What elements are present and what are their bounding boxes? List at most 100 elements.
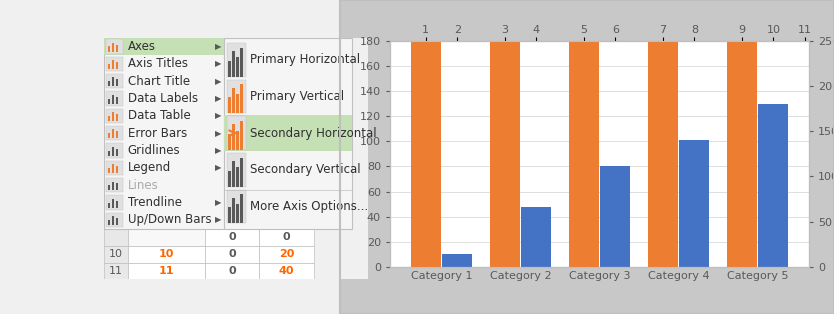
Bar bbox=[116, 62, 118, 69]
Text: Gridlines: Gridlines bbox=[128, 144, 180, 157]
Text: Lines: Lines bbox=[128, 179, 158, 192]
Bar bbox=[224, 115, 352, 151]
Text: Secondary Horizontal: Secondary Horizontal bbox=[250, 127, 377, 140]
Bar bbox=[648, 41, 678, 267]
Bar bbox=[229, 207, 231, 223]
Bar bbox=[490, 41, 520, 267]
Bar bbox=[240, 84, 243, 113]
Bar bbox=[229, 171, 231, 187]
Bar bbox=[104, 38, 224, 229]
Bar bbox=[106, 39, 123, 53]
Text: More Axis Options...: More Axis Options... bbox=[250, 200, 368, 213]
Bar bbox=[116, 201, 118, 208]
Bar bbox=[128, 229, 205, 246]
Text: Trendline: Trendline bbox=[128, 196, 182, 209]
Text: ▶: ▶ bbox=[215, 111, 221, 120]
Bar bbox=[116, 97, 118, 104]
Bar bbox=[104, 38, 224, 55]
Text: Primary Horizontal: Primary Horizontal bbox=[250, 53, 360, 66]
Bar bbox=[112, 95, 114, 104]
Bar bbox=[232, 124, 235, 150]
Bar bbox=[116, 131, 118, 138]
Text: Error Bars: Error Bars bbox=[128, 127, 187, 140]
Text: 0: 0 bbox=[229, 266, 236, 276]
Bar bbox=[108, 81, 110, 86]
Text: 0: 0 bbox=[229, 249, 236, 259]
Bar bbox=[116, 218, 118, 225]
Text: Chart Title: Chart Title bbox=[128, 75, 189, 88]
Text: ▶: ▶ bbox=[215, 94, 221, 103]
Text: 0: 0 bbox=[229, 232, 236, 242]
Text: Axis Titles: Axis Titles bbox=[128, 57, 188, 70]
Bar bbox=[106, 161, 123, 175]
Bar bbox=[758, 104, 788, 267]
Bar bbox=[112, 60, 114, 69]
Bar bbox=[104, 246, 128, 263]
Text: ▶: ▶ bbox=[215, 146, 221, 155]
Bar bbox=[726, 41, 756, 267]
Bar bbox=[410, 41, 440, 267]
Bar bbox=[205, 246, 259, 263]
Bar bbox=[108, 168, 110, 173]
Bar bbox=[205, 263, 259, 279]
Bar bbox=[116, 45, 118, 51]
Text: Secondary Vertical: Secondary Vertical bbox=[250, 163, 360, 176]
Bar bbox=[112, 164, 114, 173]
Bar bbox=[106, 91, 123, 106]
Text: 0: 0 bbox=[283, 232, 290, 242]
Bar bbox=[112, 181, 114, 191]
Bar bbox=[232, 88, 235, 113]
Bar bbox=[108, 46, 110, 51]
Bar bbox=[229, 97, 231, 113]
Bar bbox=[236, 167, 239, 187]
Bar bbox=[112, 77, 114, 86]
Bar bbox=[106, 126, 123, 140]
Bar bbox=[106, 213, 123, 227]
Bar bbox=[236, 94, 239, 113]
Bar bbox=[224, 38, 352, 229]
Bar bbox=[569, 41, 599, 267]
Text: Up/Down Bars: Up/Down Bars bbox=[128, 214, 211, 226]
Bar bbox=[108, 185, 110, 191]
Bar bbox=[112, 129, 114, 138]
Bar bbox=[112, 199, 114, 208]
Bar bbox=[108, 99, 110, 104]
Bar bbox=[600, 166, 631, 267]
Bar bbox=[106, 74, 123, 88]
Bar bbox=[108, 64, 110, 69]
Bar bbox=[227, 153, 246, 187]
Bar bbox=[106, 195, 123, 210]
Text: 11: 11 bbox=[109, 266, 123, 276]
Text: Axes: Axes bbox=[128, 40, 155, 53]
Text: 40: 40 bbox=[279, 266, 294, 276]
Bar bbox=[205, 229, 259, 246]
Bar bbox=[106, 143, 123, 158]
Bar bbox=[227, 190, 246, 223]
Text: ▶: ▶ bbox=[215, 129, 221, 138]
Bar bbox=[521, 207, 551, 267]
Bar bbox=[108, 220, 110, 225]
Bar bbox=[104, 263, 128, 279]
Bar bbox=[227, 80, 246, 113]
Bar bbox=[229, 61, 231, 77]
Bar bbox=[240, 121, 243, 150]
Text: Data Table: Data Table bbox=[128, 109, 190, 122]
Bar bbox=[240, 194, 243, 223]
Text: ▶: ▶ bbox=[215, 198, 221, 207]
Bar bbox=[442, 254, 472, 267]
Bar bbox=[229, 134, 231, 150]
Bar bbox=[108, 151, 110, 156]
Bar bbox=[116, 149, 118, 156]
Bar bbox=[108, 203, 110, 208]
Bar bbox=[259, 246, 314, 263]
Bar bbox=[104, 229, 128, 246]
Bar bbox=[112, 112, 114, 121]
Bar bbox=[106, 57, 123, 71]
Bar bbox=[232, 51, 235, 77]
Bar bbox=[116, 183, 118, 191]
Text: ▶: ▶ bbox=[215, 59, 221, 68]
Bar bbox=[236, 131, 239, 150]
Bar bbox=[106, 178, 123, 192]
Bar bbox=[112, 147, 114, 156]
Text: 10: 10 bbox=[158, 249, 174, 259]
